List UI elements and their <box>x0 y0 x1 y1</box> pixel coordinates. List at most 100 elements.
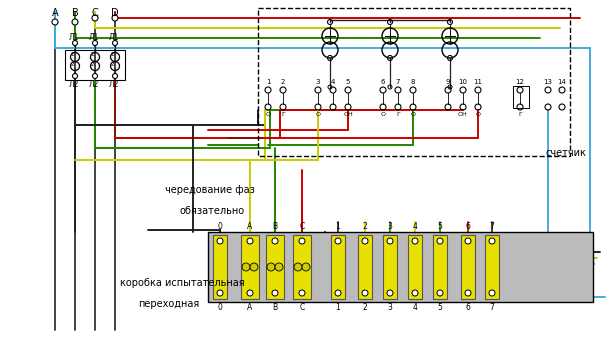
Circle shape <box>52 19 58 25</box>
Text: О: О <box>475 112 481 117</box>
Bar <box>358 235 372 299</box>
Text: C: C <box>92 8 98 18</box>
Text: Г: Г <box>396 112 400 117</box>
Text: Г: Г <box>281 112 285 117</box>
Bar <box>461 235 475 299</box>
Circle shape <box>112 40 118 45</box>
Text: 6: 6 <box>381 79 385 85</box>
Text: 3: 3 <box>387 222 393 231</box>
Circle shape <box>112 74 118 79</box>
Circle shape <box>72 74 78 79</box>
Circle shape <box>272 238 278 244</box>
Circle shape <box>437 238 443 244</box>
Text: 4: 4 <box>413 222 418 231</box>
Circle shape <box>272 290 278 296</box>
Text: Л1: Л1 <box>69 33 79 42</box>
Text: 12: 12 <box>515 79 524 85</box>
Circle shape <box>302 263 310 271</box>
Text: Л2: Л2 <box>109 80 119 89</box>
Text: 0: 0 <box>217 222 222 231</box>
Circle shape <box>247 238 253 244</box>
Text: 1: 1 <box>336 222 341 231</box>
Circle shape <box>217 290 223 296</box>
Circle shape <box>489 290 495 296</box>
Text: 14: 14 <box>558 79 566 85</box>
Circle shape <box>335 290 341 296</box>
Text: 2: 2 <box>110 63 114 67</box>
Text: 7: 7 <box>490 303 495 312</box>
Text: 11: 11 <box>473 79 483 85</box>
Bar <box>408 235 422 299</box>
Text: 1: 1 <box>336 303 341 312</box>
Text: 0: 0 <box>217 303 222 312</box>
Text: Л2: Л2 <box>89 80 99 89</box>
Text: 7: 7 <box>490 222 495 231</box>
Circle shape <box>242 263 250 271</box>
Text: B: B <box>273 303 277 312</box>
Text: 9: 9 <box>446 79 450 85</box>
Text: B: B <box>273 222 277 231</box>
Text: 5: 5 <box>346 79 350 85</box>
Text: C: C <box>299 222 305 231</box>
Text: A: A <box>248 222 253 231</box>
Text: Г: Г <box>518 112 522 117</box>
Text: 2: 2 <box>281 79 285 85</box>
Circle shape <box>112 15 118 21</box>
Text: чередование фаз: чередование фаз <box>165 185 255 195</box>
Text: обязательно: обязательно <box>180 206 245 216</box>
Bar <box>331 235 345 299</box>
Text: переходная: переходная <box>138 299 199 309</box>
Text: О: О <box>410 112 416 117</box>
Circle shape <box>465 290 471 296</box>
Circle shape <box>387 238 393 244</box>
Text: D: D <box>111 8 119 18</box>
Circle shape <box>362 238 368 244</box>
Text: О: О <box>381 112 385 117</box>
Bar <box>241 235 259 299</box>
Circle shape <box>412 290 418 296</box>
Circle shape <box>437 290 443 296</box>
Circle shape <box>362 290 368 296</box>
Text: 2: 2 <box>70 63 73 67</box>
Circle shape <box>267 263 275 271</box>
Circle shape <box>217 238 223 244</box>
Text: 3: 3 <box>316 79 320 85</box>
Text: 1: 1 <box>266 79 270 85</box>
Text: 5: 5 <box>438 303 443 312</box>
Text: Л1: Л1 <box>89 33 99 42</box>
Text: 10: 10 <box>458 79 467 85</box>
Text: 6: 6 <box>466 303 470 312</box>
Circle shape <box>72 40 78 45</box>
Text: 2: 2 <box>362 303 367 312</box>
Text: B: B <box>72 8 78 18</box>
Text: 7: 7 <box>396 79 400 85</box>
Text: 8: 8 <box>411 79 415 85</box>
Text: ОН: ОН <box>343 112 353 117</box>
Circle shape <box>247 290 253 296</box>
Bar <box>513 86 529 108</box>
Bar <box>485 235 499 299</box>
Bar <box>383 235 397 299</box>
Bar <box>266 235 284 299</box>
Circle shape <box>412 238 418 244</box>
Text: Л1: Л1 <box>109 33 119 42</box>
Bar <box>293 235 311 299</box>
Text: ОН: ОН <box>458 112 468 117</box>
Text: 6: 6 <box>466 222 470 231</box>
Circle shape <box>489 238 495 244</box>
Text: О: О <box>265 112 271 117</box>
Text: C: C <box>299 303 305 312</box>
Bar <box>258 8 570 156</box>
Text: 2: 2 <box>362 222 367 231</box>
Text: 13: 13 <box>543 79 552 85</box>
Text: A: A <box>248 303 253 312</box>
Circle shape <box>275 263 283 271</box>
Circle shape <box>299 290 305 296</box>
Text: счетчик: счетчик <box>545 148 586 158</box>
Circle shape <box>72 19 78 25</box>
Text: 3: 3 <box>387 303 393 312</box>
Circle shape <box>335 238 341 244</box>
Bar <box>433 235 447 299</box>
Bar <box>213 235 227 299</box>
Text: 1: 1 <box>110 53 114 57</box>
